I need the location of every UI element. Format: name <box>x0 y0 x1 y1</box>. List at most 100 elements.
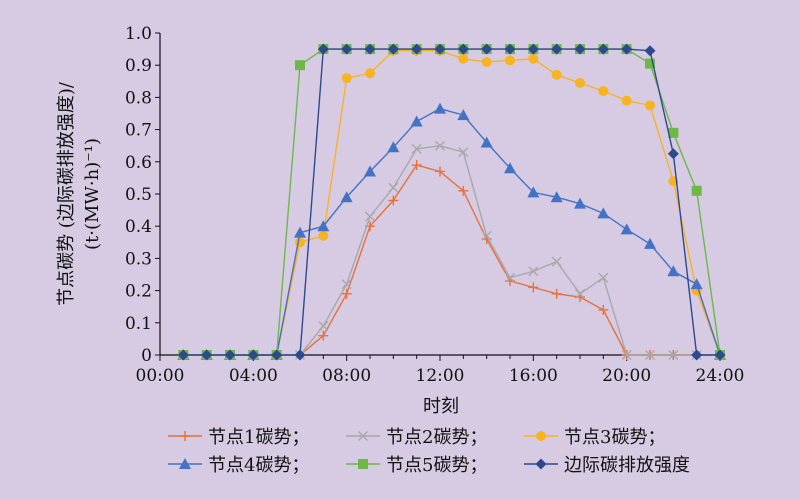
series-1-point <box>458 185 469 196</box>
series-6-line <box>183 48 720 356</box>
series-4-point <box>504 162 516 174</box>
series-1 <box>178 160 725 360</box>
series-4-point <box>620 223 633 235</box>
legend-item-4: 节点4碳势； <box>168 455 309 476</box>
y-tick-label: 0.2 <box>125 282 152 302</box>
series-4-point <box>644 237 656 249</box>
series-2-point <box>575 288 585 299</box>
series-6-point <box>621 43 633 55</box>
series-5-point <box>645 58 655 69</box>
series-3-point <box>295 237 305 248</box>
y-tick-label: 0.7 <box>125 121 152 141</box>
x-tick-label: 24:00 <box>696 366 745 386</box>
y-tick-label: 0.1 <box>125 314 152 334</box>
series-5-line <box>183 48 721 356</box>
series-6-point <box>574 43 586 55</box>
legend-marker <box>535 458 547 470</box>
legend-marker <box>358 459 368 469</box>
series-2-point <box>505 272 515 283</box>
series-6-point <box>341 43 353 55</box>
series-1-point <box>341 288 352 299</box>
series-6-point <box>177 349 189 361</box>
legend-label: 节点4碳势； <box>208 455 309 476</box>
legend: 节点1碳势； 节点2碳势； 节点3碳势； 节点4碳势； 节点5碳势； 边际碳排放强度 <box>168 427 690 476</box>
series-5-point <box>668 127 679 138</box>
y-tick-label: 0.4 <box>125 217 152 237</box>
legend-marker <box>358 431 368 441</box>
y-tick-label: 0.9 <box>125 56 152 76</box>
series-layer <box>177 43 726 361</box>
series-6-point <box>247 349 259 361</box>
legend-label: 节点2碳势； <box>386 427 487 448</box>
series-4-point <box>527 186 540 198</box>
series-5-point <box>691 185 702 196</box>
series-5 <box>178 44 725 360</box>
series-1-point <box>435 166 445 177</box>
x-axis-title: 时刻 <box>423 396 459 417</box>
series-5-point <box>295 60 305 71</box>
y-axis-title-line2: (t·(MW·h)⁻¹) <box>82 138 103 250</box>
legend-item-2: 节点2碳势； <box>346 427 487 448</box>
series-4-point <box>410 115 423 127</box>
series-2-point <box>341 279 352 290</box>
series-4-line <box>183 107 721 356</box>
series-4-point <box>667 265 680 277</box>
y-tick-label: 0.3 <box>125 249 152 269</box>
series-2-point <box>318 321 329 332</box>
legend-item-6: 边际碳排放强度 <box>524 455 690 476</box>
series-2-point <box>551 256 562 267</box>
x-tick-label: 12:00 <box>416 366 465 386</box>
series-1-point <box>551 288 562 299</box>
series-2 <box>178 140 725 360</box>
x-tick-label: 20:00 <box>602 366 651 386</box>
series-3-line <box>183 50 721 356</box>
series-6-point <box>224 349 236 361</box>
series-3-point <box>575 77 585 88</box>
series-2-line <box>183 144 720 356</box>
series-3-point <box>365 68 375 79</box>
series-2-point <box>645 350 655 360</box>
series-6-point <box>481 43 493 55</box>
series-3-point <box>598 85 609 96</box>
series-4-point <box>387 141 400 153</box>
legend-item-5: 节点5碳势； <box>346 455 487 476</box>
series-6-point <box>551 43 563 55</box>
legend-item-3: 节点3碳势； <box>524 427 665 448</box>
series-3-point <box>551 69 562 80</box>
series-6-point <box>644 45 656 57</box>
series-6-point <box>457 43 469 55</box>
series-6-point <box>271 349 283 361</box>
series-4-point <box>574 197 586 209</box>
series-6-point <box>714 349 726 361</box>
series-6-point <box>667 148 679 160</box>
series-2-point <box>668 350 679 360</box>
series-4 <box>177 102 726 360</box>
y-tick-label: 0.5 <box>125 185 152 205</box>
series-1-point <box>598 304 609 315</box>
series-6-point <box>387 43 399 55</box>
series-6-point <box>504 43 516 55</box>
series-4-point <box>690 278 703 290</box>
series-2-point <box>481 230 492 241</box>
series-2-point <box>458 147 469 158</box>
legend-label: 节点3碳势； <box>564 427 665 448</box>
series-1-point <box>388 195 399 206</box>
series-6 <box>177 43 726 361</box>
series-3-point <box>341 73 352 84</box>
series-2-point <box>411 143 422 154</box>
legend-label: 节点5碳势； <box>386 455 487 476</box>
series-2-point <box>528 266 539 277</box>
x-tick-label: 16:00 <box>509 366 558 386</box>
series-4-point <box>550 191 563 203</box>
series-1-point <box>528 282 539 293</box>
series-1-point <box>411 160 422 171</box>
series-3 <box>178 45 725 360</box>
series-1-line <box>183 164 720 356</box>
series-2-point <box>365 211 375 222</box>
series-3-point <box>621 95 632 106</box>
series-4-point <box>480 136 493 148</box>
series-6-point <box>364 43 376 55</box>
series-3-point <box>481 56 492 67</box>
axes: 0 0.1 0.2 0.3 0.4 0.5 0.6 0.7 0.8 0.9 1.0 00:00 04:0… <box>125 24 745 386</box>
